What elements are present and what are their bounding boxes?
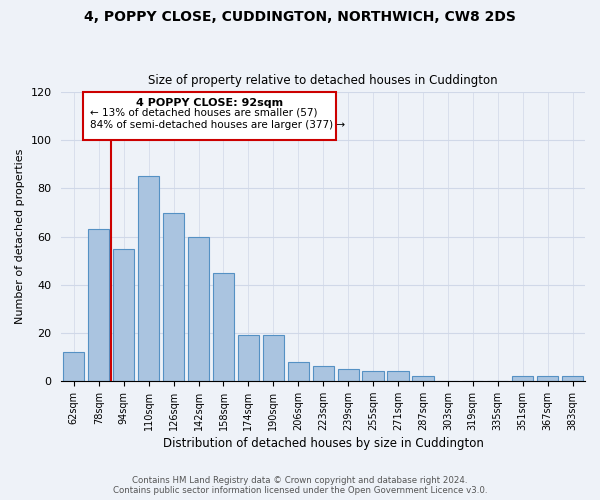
Bar [512, 376, 533, 381]
Text: 4, POPPY CLOSE, CUDDINGTON, NORTHWICH, CW8 2DS: 4, POPPY CLOSE, CUDDINGTON, NORTHWICH, C… [84, 10, 516, 24]
Bar [313, 366, 334, 381]
X-axis label: Distribution of detached houses by size in Cuddington: Distribution of detached houses by size … [163, 437, 484, 450]
FancyBboxPatch shape [83, 92, 335, 140]
Title: Size of property relative to detached houses in Cuddington: Size of property relative to detached ho… [148, 74, 498, 87]
Bar [213, 272, 234, 381]
Bar [562, 376, 583, 381]
Bar [362, 371, 383, 381]
Y-axis label: Number of detached properties: Number of detached properties [15, 149, 25, 324]
Bar [263, 335, 284, 381]
Bar [238, 335, 259, 381]
Bar [287, 362, 309, 381]
Bar [163, 212, 184, 381]
Bar [412, 376, 434, 381]
Text: ← 13% of detached houses are smaller (57): ← 13% of detached houses are smaller (57… [90, 108, 317, 118]
Text: Contains HM Land Registry data © Crown copyright and database right 2024.
Contai: Contains HM Land Registry data © Crown c… [113, 476, 487, 495]
Text: 84% of semi-detached houses are larger (377) →: 84% of semi-detached houses are larger (… [90, 120, 345, 130]
Bar [113, 248, 134, 381]
Bar [138, 176, 159, 381]
Bar [188, 236, 209, 381]
Bar [388, 371, 409, 381]
Bar [88, 230, 109, 381]
Text: 4 POPPY CLOSE: 92sqm: 4 POPPY CLOSE: 92sqm [136, 98, 283, 108]
Bar [338, 369, 359, 381]
Bar [63, 352, 85, 381]
Bar [537, 376, 558, 381]
